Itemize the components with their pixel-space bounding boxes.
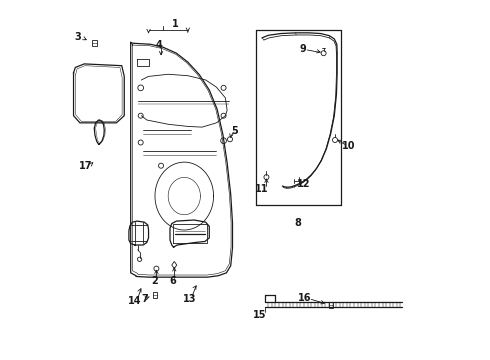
Text: 7: 7 xyxy=(141,294,147,303)
Text: 13: 13 xyxy=(183,294,196,303)
Bar xyxy=(329,302,333,307)
Text: 5: 5 xyxy=(232,126,238,136)
Text: 6: 6 xyxy=(170,276,176,286)
Text: 12: 12 xyxy=(296,179,310,189)
Text: 15: 15 xyxy=(253,310,267,320)
Text: 10: 10 xyxy=(342,141,355,151)
Text: 2: 2 xyxy=(151,276,158,286)
Text: 1: 1 xyxy=(172,18,179,28)
Text: 14: 14 xyxy=(128,296,142,306)
Text: 4: 4 xyxy=(155,40,162,50)
Text: 17: 17 xyxy=(79,161,93,171)
Bar xyxy=(153,292,157,298)
Text: 16: 16 xyxy=(297,293,311,303)
Text: 3: 3 xyxy=(75,32,81,42)
Text: 11: 11 xyxy=(255,184,269,194)
Text: 9: 9 xyxy=(299,44,306,54)
Bar xyxy=(92,40,97,46)
Text: 8: 8 xyxy=(294,218,301,228)
